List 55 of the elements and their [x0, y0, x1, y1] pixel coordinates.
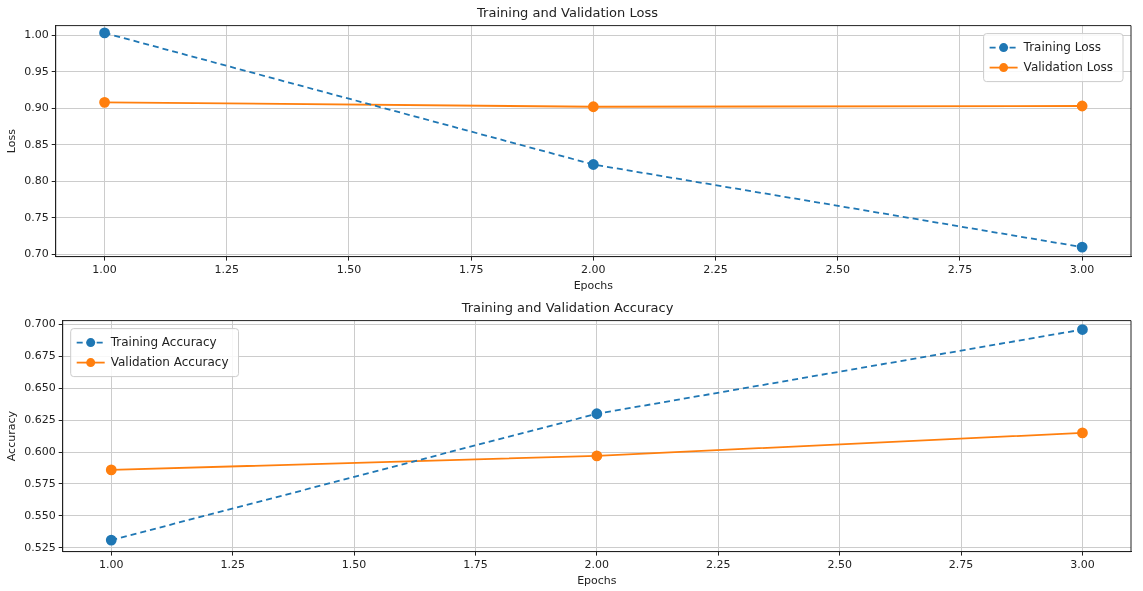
point: [591, 450, 603, 462]
point: [587, 101, 599, 113]
x-tick-label: 3.00: [1070, 558, 1095, 572]
y-tick-label: 0.600: [24, 444, 56, 458]
chart-title: Training and Validation Accuracy: [460, 300, 674, 316]
y-tick-label: 0.85: [24, 137, 49, 151]
point: [105, 534, 117, 546]
x-tick-label: 1.75: [463, 558, 488, 572]
point: [1076, 100, 1088, 112]
x-tick-label: 2.75: [947, 263, 973, 277]
y-tick-label: 0.75: [24, 210, 49, 224]
x-axis-title: Epochs: [573, 279, 614, 293]
point: [105, 464, 117, 476]
x-tick-label: 2.00: [581, 263, 606, 277]
x-axis-title: Epochs: [577, 574, 617, 588]
y-tick-label: 0.675: [24, 349, 56, 363]
point: [1076, 241, 1088, 253]
x-tick-label: 1.75: [458, 263, 484, 277]
y-tick-label: 0.625: [24, 413, 56, 427]
point: [1077, 324, 1088, 335]
y-axis-title: Loss: [5, 128, 19, 154]
y-tick-label: 0.550: [24, 508, 56, 522]
y-tick-label: 0.650: [24, 381, 56, 395]
x-tick-label: 2.25: [703, 263, 728, 277]
x-tick-label: 2.25: [705, 558, 731, 572]
y-tick-label: 0.90: [24, 101, 49, 115]
y-tick-label: 0.80: [24, 174, 49, 188]
legend-label: Validation Loss: [1023, 59, 1113, 74]
x-tick-label: 3.00: [1069, 263, 1095, 277]
legend-label: Training Accuracy: [109, 334, 217, 349]
point: [587, 159, 599, 170]
x-tick-label: 1.50: [341, 558, 367, 572]
x-tick-label: 1.25: [220, 558, 245, 572]
y-tick-label: 0.575: [24, 476, 56, 490]
x-tick-label: 2.50: [825, 263, 850, 277]
x-tick-label: 2.50: [827, 558, 852, 572]
x-tick-label: 1.00: [92, 263, 117, 277]
y-tick-label: 1.00: [24, 27, 49, 41]
x-tick-label: 1.00: [99, 558, 124, 572]
point: [591, 408, 603, 420]
y-axis-title: Accuracy: [5, 410, 19, 462]
y-tick-label: 0.95: [24, 64, 49, 78]
point: [99, 96, 110, 108]
y-tick-label: 0.70: [24, 247, 49, 261]
chart-title: Training and Validation Loss: [476, 5, 659, 21]
x-tick-label: 2.75: [948, 558, 974, 572]
point: [1077, 427, 1088, 439]
point: [99, 27, 110, 39]
y-tick-label: 0.700: [24, 317, 56, 331]
x-tick-label: 1.25: [214, 263, 240, 277]
x-tick-label: 2.00: [584, 558, 610, 572]
legend-label: Training Loss: [1022, 39, 1102, 54]
y-tick-label: 0.525: [24, 540, 56, 554]
legend-label: Validation Accuracy: [110, 354, 229, 369]
x-tick-label: 1.50: [336, 263, 362, 277]
